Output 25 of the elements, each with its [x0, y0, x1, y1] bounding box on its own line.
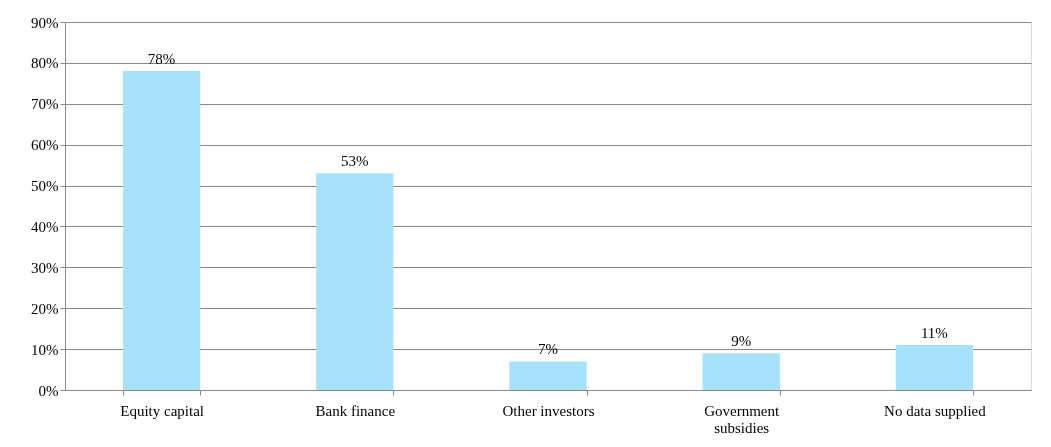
y-tick-label: 40%: [31, 218, 59, 235]
data-label: 11%: [920, 325, 948, 342]
data-label: 53%: [341, 153, 369, 170]
x-tick-label: Other investors: [502, 402, 595, 419]
y-tick-label: 60%: [31, 137, 59, 154]
x-tick-label: No data supplied: [884, 402, 987, 419]
bar: [702, 353, 780, 390]
y-tick-label: 0%: [38, 382, 59, 399]
y-tick-label: 20%: [31, 300, 59, 317]
x-tick-label: Bank finance: [315, 402, 396, 419]
data-label: 78%: [147, 51, 176, 68]
bar: [316, 173, 394, 390]
y-tick-label: 80%: [31, 55, 59, 72]
y-tick-label: 70%: [31, 96, 59, 113]
y-tick-label: 90%: [31, 14, 59, 31]
y-tick-label: 10%: [31, 341, 59, 358]
bar: [895, 345, 974, 390]
x-tick-label: Government subsidies: [704, 402, 781, 436]
bar: [509, 361, 587, 390]
bar: [122, 71, 201, 390]
x-tick-label: Equity capital: [120, 402, 204, 419]
data-label: 7%: [538, 341, 558, 358]
y-tick-label: 50%: [31, 178, 59, 195]
data-label: 9%: [731, 333, 752, 350]
y-tick-label: 30%: [31, 259, 59, 276]
